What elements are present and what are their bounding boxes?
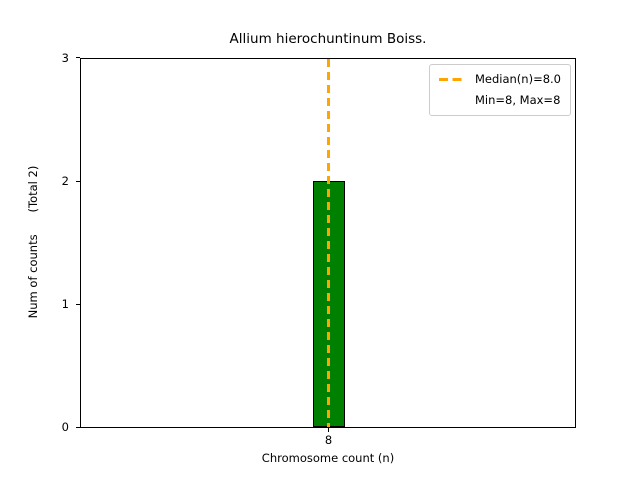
legend-empty-handle	[439, 99, 462, 102]
median-line	[327, 59, 330, 427]
y-tick-mark-2	[76, 181, 80, 182]
legend-label-minmax: Min=8, Max=8	[474, 93, 561, 107]
y-axis-label: Num of counts (Total 2)	[26, 165, 40, 319]
x-axis-label: Chromosome count (n)	[261, 451, 395, 465]
chart-title: Allium hierochuntinum Boiss.	[229, 31, 427, 47]
legend: Median(n)=8.0 Min=8, Max=8	[428, 64, 571, 116]
median-dashed-line-icon	[438, 78, 462, 81]
y-tick-label-3: 3	[61, 51, 69, 65]
y-tick-label-2: 2	[61, 174, 69, 188]
y-tick-mark-3	[76, 57, 80, 58]
y-tick-mark-1	[76, 304, 80, 305]
legend-entry-minmax: Min=8, Max=8	[439, 91, 561, 110]
y-tick-mark-0	[76, 427, 80, 428]
x-tick-label-8: 8	[324, 433, 333, 447]
plot-area: Median(n)=8.0 Min=8, Max=8	[80, 58, 576, 428]
y-tick-label-1: 1	[61, 297, 69, 311]
legend-label-median: Median(n)=8.0	[474, 72, 561, 86]
y-tick-label-0: 0	[61, 420, 69, 434]
x-tick-mark-8	[328, 428, 329, 432]
legend-entry-median: Median(n)=8.0	[438, 70, 561, 89]
